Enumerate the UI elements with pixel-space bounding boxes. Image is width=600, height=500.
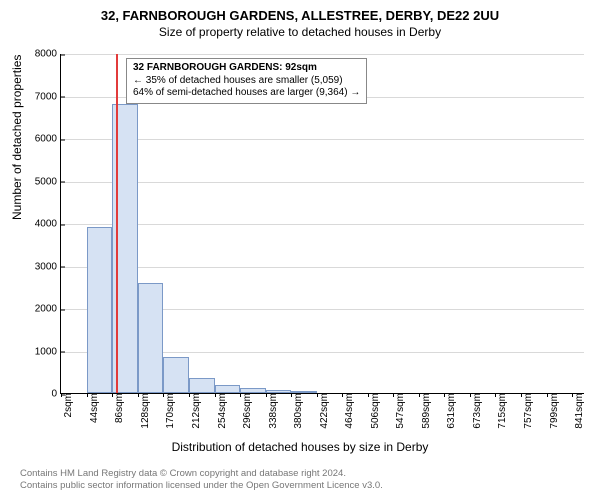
x-tick-label: 2sqm [61,393,74,417]
y-tick-label: 3000 [35,261,61,272]
x-tick-label: 506sqm [368,393,381,429]
y-axis-label: Number of detached properties [10,55,24,220]
y-tick-label: 0 [51,389,61,400]
x-tick-label: 673sqm [470,393,483,429]
annotation-line-2: ← 35% of detached houses are smaller (5,… [133,75,360,88]
x-tick-label: 799sqm [547,393,560,429]
gridline [61,54,584,55]
x-tick-label: 841sqm [572,393,585,429]
footer-line-1: Contains HM Land Registry data © Crown c… [20,468,383,480]
footer-line-2: Contains public sector information licen… [20,480,383,492]
y-tick-label: 7000 [35,91,61,102]
histogram-bar [138,283,164,394]
x-tick-label: 296sqm [240,393,253,429]
page-subtitle: Size of property relative to detached ho… [0,23,600,43]
histogram-bar [87,227,113,393]
footer-attribution: Contains HM Land Registry data © Crown c… [20,468,383,492]
gridline [61,139,584,140]
x-tick-label: 128sqm [138,393,151,429]
histogram-bar [215,385,241,393]
gridline [61,224,584,225]
property-marker-line [116,54,118,393]
x-tick-label: 631sqm [444,393,457,429]
y-tick-label: 4000 [35,219,61,230]
x-tick-label: 547sqm [393,393,406,429]
x-tick-label: 338sqm [266,393,279,429]
annotation-heading: 32 FARNBOROUGH GARDENS: 92sqm [133,62,360,75]
x-axis-label: Distribution of detached houses by size … [0,440,600,454]
x-tick-label: 170sqm [163,393,176,429]
histogram-bar [163,357,189,393]
gridline [61,267,584,268]
gridline [61,182,584,183]
x-tick-label: 254sqm [215,393,228,429]
y-tick-label: 8000 [35,49,61,60]
page-title: 32, FARNBOROUGH GARDENS, ALLESTREE, DERB… [0,0,600,23]
x-tick-label: 86sqm [112,393,125,423]
x-tick-label: 380sqm [291,393,304,429]
x-tick-label: 589sqm [419,393,432,429]
x-tick-label: 44sqm [87,393,100,423]
y-tick-label: 2000 [35,304,61,315]
x-tick-label: 757sqm [521,393,534,429]
y-tick-label: 6000 [35,134,61,145]
histogram-plot: 0100020003000400050006000700080002sqm44s… [60,54,584,394]
x-tick-label: 212sqm [189,393,202,429]
x-tick-label: 422sqm [317,393,330,429]
chart-area: 0100020003000400050006000700080002sqm44s… [60,54,584,394]
y-tick-label: 1000 [35,346,61,357]
histogram-bar [189,378,215,393]
y-tick-label: 5000 [35,176,61,187]
annotation-line-3: 64% of semi-detached houses are larger (… [133,87,360,100]
annotation-box: 32 FARNBOROUGH GARDENS: 92sqm ← 35% of d… [126,58,367,104]
x-tick-label: 715sqm [495,393,508,429]
x-tick-label: 464sqm [342,393,355,429]
